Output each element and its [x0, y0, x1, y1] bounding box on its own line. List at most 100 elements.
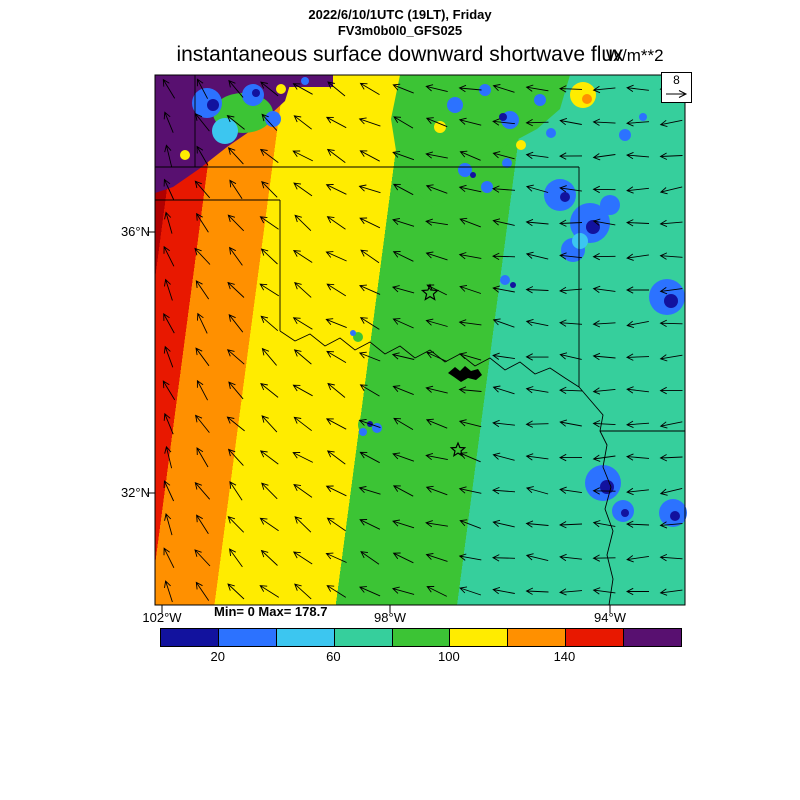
wind-arrow-icon: [492, 385, 515, 395]
wind-arrow-icon: [525, 553, 549, 562]
wind-arrow-icon: [292, 452, 314, 463]
colorbar-segment: [624, 629, 682, 646]
wind-arrow-icon: [392, 385, 414, 396]
wind-arrow-icon: [659, 588, 683, 596]
wind-arrow-icon: [559, 352, 582, 360]
star-markers: [420, 283, 467, 457]
wind-arrow-icon: [525, 520, 549, 528]
wind-arrow-icon: [492, 554, 516, 562]
wind-arrow-icon: [326, 148, 346, 163]
wind-arrow-icon: [592, 487, 616, 495]
wind-arrow-icon: [227, 583, 245, 600]
wind-arrow-icon: [359, 82, 380, 95]
wind-arrow-icon: [459, 284, 482, 294]
wind-arrow-icon: [559, 152, 583, 160]
wind-arrow-icon: [164, 445, 173, 469]
wind-arrow-icon: [559, 553, 582, 562]
wind-arrow-icon: [592, 153, 616, 161]
wind-arrow-icon: [592, 520, 616, 528]
wind-arrow-icon: [194, 481, 211, 500]
wind-arrow-icon: [659, 119, 683, 128]
colorbar-segment: [566, 629, 625, 646]
wind-arrow-icon: [459, 217, 481, 228]
wind-arrow-icon: [292, 551, 313, 565]
wind-arrow-icon: [391, 586, 415, 595]
wind-arrow-icon: [326, 350, 347, 363]
wind-arrow-icon: [492, 252, 516, 260]
wind-arrow-icon: [194, 180, 211, 199]
wind-arrow-icon: [325, 485, 347, 497]
wind-arrow-icon: [592, 218, 616, 226]
wind-arrow-icon: [492, 452, 515, 461]
wind-arrow-icon: [293, 182, 313, 197]
wind-arrow-icon: [261, 482, 278, 500]
wind-arrow-icon: [525, 318, 549, 327]
wind-arrow-icon: [360, 551, 380, 565]
wind-arrow-icon: [492, 285, 515, 293]
wind-arrow-icon: [525, 420, 549, 428]
wind-arrow-icon: [162, 380, 176, 401]
colorbar-segment: [508, 629, 567, 646]
wind-arrow-icon: [559, 419, 582, 427]
wind-arrow-icon: [163, 345, 174, 368]
wind-arrow-icon: [360, 249, 380, 264]
wind-arrow-icon: [326, 517, 346, 532]
wind-arrow-icon: [294, 516, 312, 533]
wind-arrow-icon: [559, 486, 582, 494]
wind-arrow-icon: [492, 486, 516, 495]
wind-arrow-icon: [294, 583, 312, 600]
wind-arrow-icon: [392, 519, 415, 529]
wind-arrow-icon: [226, 114, 245, 130]
wind-arrow-icon: [492, 352, 515, 360]
wind-arrow-icon: [163, 111, 174, 133]
wind-arrow-icon: [525, 119, 549, 127]
wind-arrow-icon: [227, 214, 245, 232]
wind-arrow-icon: [196, 447, 209, 468]
wind-arrow-icon: [226, 349, 245, 365]
lon-tick-label: 94°W: [594, 610, 626, 625]
wind-arrow-icon: [592, 587, 616, 595]
wind-arrow-icon: [426, 586, 448, 597]
wind-arrow-icon: [392, 318, 414, 329]
wind-arrow-icon: [260, 382, 279, 398]
wind-arrows: [162, 78, 683, 603]
wind-arrow-icon: [392, 218, 415, 227]
wind-arrow-icon: [294, 214, 312, 232]
wind-arrow-icon: [359, 384, 380, 397]
flux-map-svg: [147, 74, 687, 613]
units-label: W/m**2: [606, 46, 664, 65]
wind-arrow-icon: [358, 418, 381, 429]
wind-arrow-icon: [425, 553, 448, 562]
wind-arrow-icon: [229, 179, 243, 199]
wind-arrow-icon: [359, 317, 380, 330]
wind-arrow-icon: [326, 216, 346, 230]
wind-arrow-icon: [659, 386, 683, 395]
wind-arrow-icon: [425, 385, 448, 394]
wind-arrow-icon: [196, 145, 209, 166]
wind-arrow-icon: [358, 117, 381, 127]
wind-arrow-icon: [195, 581, 210, 601]
wind-arrow-icon: [229, 548, 243, 568]
wind-arrow-icon: [226, 416, 245, 432]
wind-arrow-icon: [525, 251, 549, 260]
wind-arrow-icon: [392, 552, 414, 564]
wind-arrow-icon: [292, 384, 313, 397]
wind-arrow-icon: [227, 281, 245, 298]
wind-arrow-icon: [492, 586, 515, 595]
wind-arrow-icon: [228, 381, 244, 400]
wind-arrow-icon: [359, 586, 381, 597]
wind-arrow-icon: [227, 448, 244, 466]
colorbar-tick-label: 140: [553, 649, 576, 664]
wind-arrow-icon: [559, 85, 583, 93]
wind-arrow-icon: [228, 314, 244, 333]
wind-arrow-icon: [196, 379, 208, 401]
wind-arrow-icon: [626, 253, 649, 261]
wind-arrow-icon: [194, 247, 211, 265]
wind-arrow-icon: [260, 549, 278, 566]
lake-marker: [448, 366, 482, 382]
wind-arrow-icon: [659, 354, 683, 362]
wind-arrow-icon: [525, 84, 549, 92]
wind-arrow-icon: [359, 451, 380, 464]
wind-arrow-icon: [659, 454, 683, 462]
wind-arrow-icon: [492, 519, 515, 528]
